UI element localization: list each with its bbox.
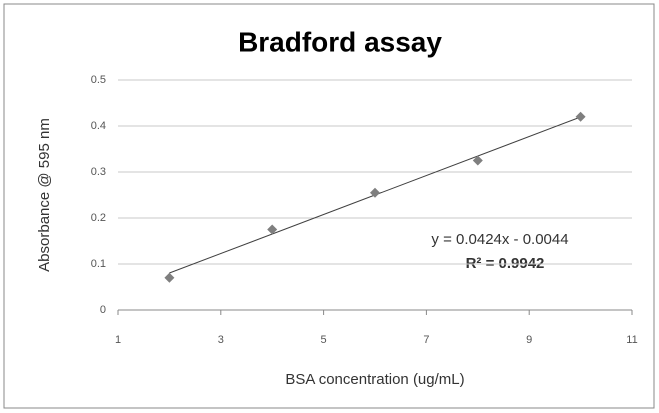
x-tick-label: 5 — [321, 334, 327, 346]
chart-title: Bradford assay — [238, 26, 442, 57]
x-tick-label: 9 — [526, 334, 532, 346]
y-tick-label: 0.5 — [91, 74, 106, 86]
data-point — [164, 272, 175, 283]
y-axis-label: Absorbance @ 595 nm — [36, 118, 53, 272]
x-tick-label: 7 — [423, 334, 429, 346]
x-tick-label: 3 — [218, 334, 224, 346]
data-point — [575, 111, 586, 122]
y-tick-label: 0.2 — [91, 212, 106, 224]
data-point — [472, 155, 483, 166]
y-tick-label: 0.3 — [91, 166, 106, 178]
r-squared: R² = 0.9942 — [466, 255, 545, 272]
data-point — [370, 187, 380, 198]
data-point — [267, 224, 278, 235]
x-tick-label: 11 — [626, 334, 637, 346]
x-tick-label: 1 — [115, 334, 121, 346]
trendline-equation: y = 0.0424x - 0.0044 — [431, 231, 568, 248]
x-axis-label: BSA concentration (ug/mL) — [285, 371, 464, 388]
y-tick-label: 0.4 — [91, 120, 106, 132]
y-tick-label: 0.1 — [91, 258, 106, 270]
y-tick-label: 0 — [100, 304, 106, 316]
chart-border — [3, 3, 655, 409]
